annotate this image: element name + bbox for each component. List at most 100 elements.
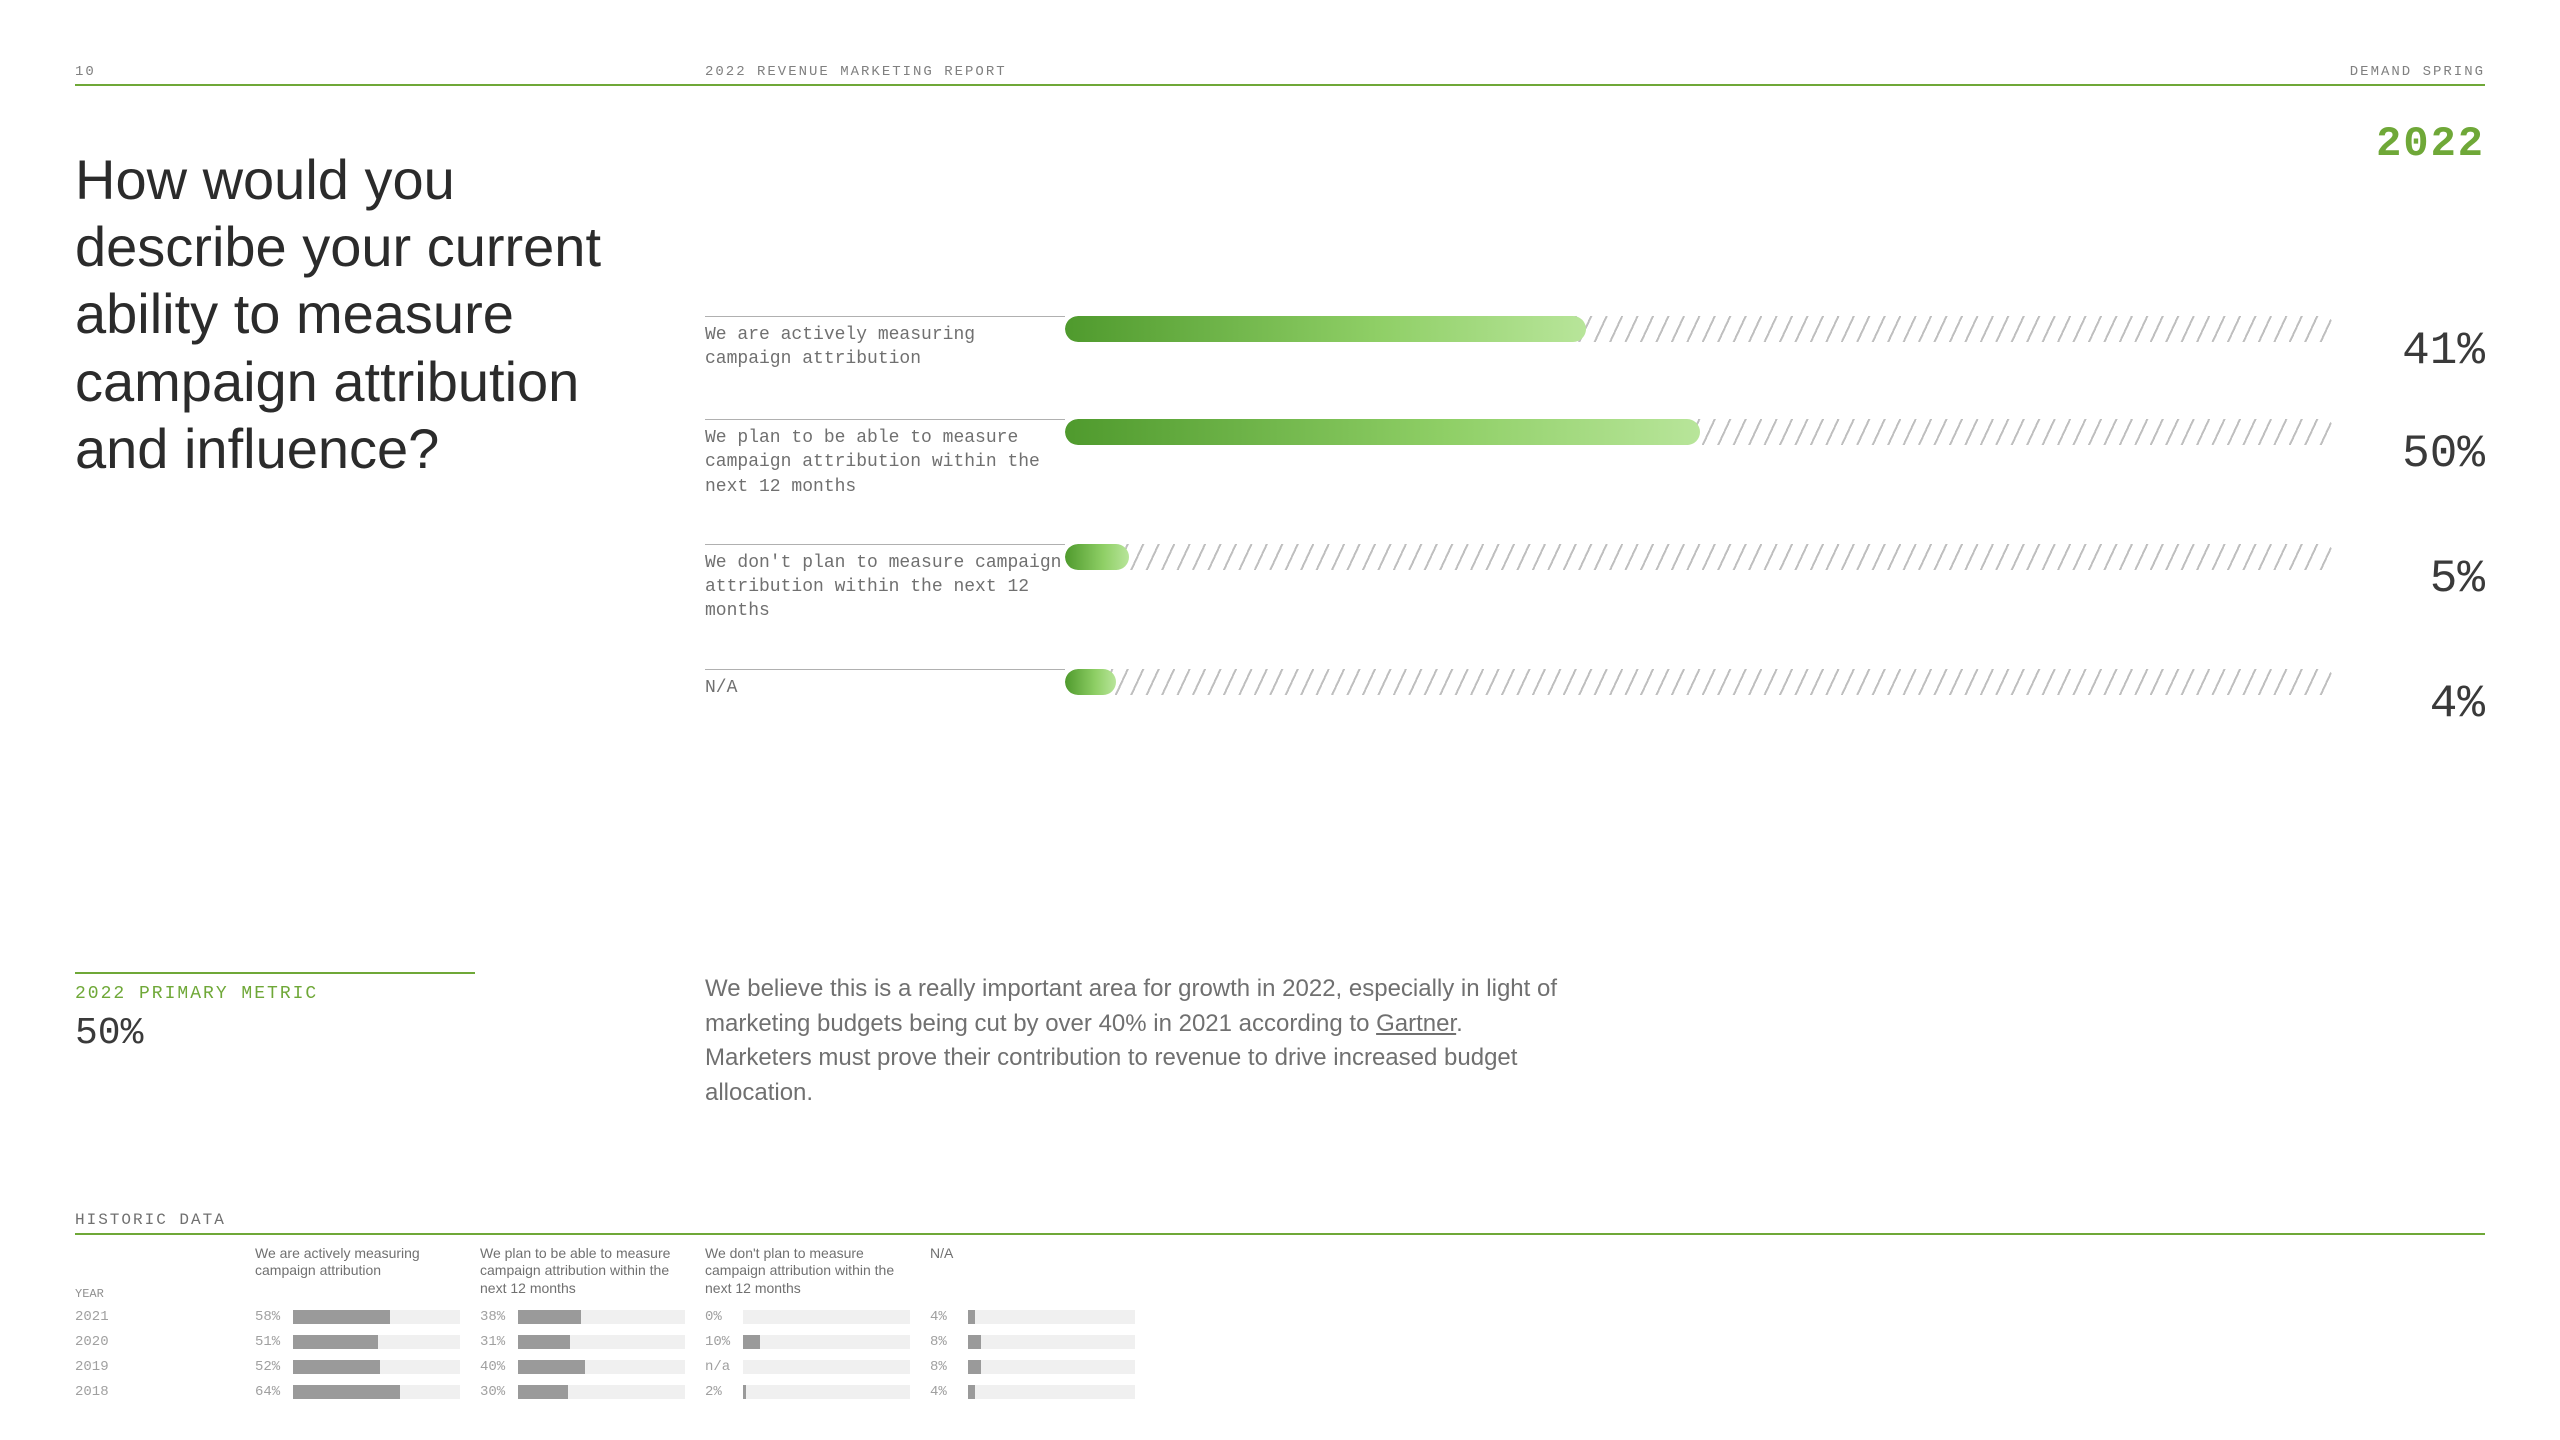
historic-year-cell: 2021 bbox=[75, 1305, 255, 1330]
historic-bar-fill bbox=[293, 1310, 390, 1324]
historic-bar-track bbox=[968, 1385, 1135, 1399]
historic-bar-track bbox=[743, 1385, 910, 1399]
historic-column: We plan to be able to measure campaign a… bbox=[480, 1245, 705, 1405]
historic-year-value: 2020 bbox=[75, 1334, 109, 1350]
historic-bar-track bbox=[293, 1385, 460, 1399]
historic-bar-track bbox=[293, 1335, 460, 1349]
bar-row: We plan to be able to measure campaign a… bbox=[705, 419, 2485, 499]
historic-bar-track bbox=[743, 1360, 910, 1374]
bar-track-wrap bbox=[1065, 669, 2335, 695]
historic-cell: 51% bbox=[255, 1330, 460, 1355]
historic-title: HISTORIC DATA bbox=[75, 1211, 2485, 1229]
historic-bar-track bbox=[293, 1360, 460, 1374]
question-heading: How would you describe your current abil… bbox=[75, 146, 625, 482]
historic-column-header: We plan to be able to measure campaign a… bbox=[480, 1245, 685, 1305]
bar-track bbox=[1065, 419, 2335, 445]
historic-cell-value: 30% bbox=[480, 1384, 518, 1400]
bar-chart: We are actively measuring campaign attri… bbox=[705, 146, 2485, 727]
historic-cell: 38% bbox=[480, 1305, 685, 1330]
historic-bar-track bbox=[518, 1310, 685, 1324]
year-label: 2022 bbox=[2376, 120, 2485, 168]
bar-row: N/A 4% bbox=[705, 669, 2485, 727]
brand-label: DEMAND SPRING bbox=[2350, 64, 2485, 80]
historic-year-value: 2018 bbox=[75, 1384, 109, 1400]
historic-cell: n/a bbox=[705, 1355, 910, 1380]
bar-label: We are actively measuring campaign attri… bbox=[705, 316, 1065, 372]
historic-cell-value: 10% bbox=[705, 1334, 743, 1350]
historic-bar-track bbox=[743, 1310, 910, 1324]
historic-cell: 4% bbox=[930, 1305, 1135, 1330]
historic-cell: 10% bbox=[705, 1330, 910, 1355]
historic-bar-track bbox=[743, 1335, 910, 1349]
historic-cell-value: 38% bbox=[480, 1309, 518, 1325]
bar-value: 4% bbox=[2335, 681, 2485, 727]
historic-cell: 30% bbox=[480, 1380, 685, 1405]
historic-bar-track bbox=[968, 1310, 1135, 1324]
historic-bar-track bbox=[968, 1360, 1135, 1374]
historic-year-cell: 2019 bbox=[75, 1355, 255, 1380]
historic-bar-track bbox=[518, 1335, 685, 1349]
historic-cell: 40% bbox=[480, 1355, 685, 1380]
historic-cell: 31% bbox=[480, 1330, 685, 1355]
historic-bar-fill bbox=[293, 1385, 400, 1399]
historic-column: We are actively measuring campaign attri… bbox=[255, 1245, 480, 1405]
historic-bar-track bbox=[968, 1335, 1135, 1349]
historic-column: N/A4%8%8%4% bbox=[930, 1245, 1155, 1405]
gartner-link[interactable]: Gartner bbox=[1376, 1010, 1456, 1037]
historic-bar-fill bbox=[293, 1335, 378, 1349]
bar-label: We plan to be able to measure campaign a… bbox=[705, 419, 1065, 499]
historic-cell: 8% bbox=[930, 1355, 1135, 1380]
bar-label: N/A bbox=[705, 669, 1065, 700]
bar-label: We don't plan to measure campaign attrib… bbox=[705, 544, 1065, 624]
historic-year-header: YEAR bbox=[75, 1245, 255, 1305]
bar-track-wrap bbox=[1065, 419, 2335, 445]
historic-year-cell: 2020 bbox=[75, 1330, 255, 1355]
historic-bar-fill bbox=[968, 1360, 981, 1374]
header-rule bbox=[75, 84, 2485, 86]
historic-bar-fill bbox=[518, 1335, 570, 1349]
historic-bar-fill bbox=[293, 1360, 380, 1374]
historic-cell-value: 52% bbox=[255, 1359, 293, 1375]
metric-rule bbox=[75, 972, 475, 974]
historic-cell: 64% bbox=[255, 1380, 460, 1405]
page-number: 10 bbox=[75, 64, 705, 80]
historic-column: We don't plan to measure campaign attrib… bbox=[705, 1245, 930, 1405]
historic-cell: 52% bbox=[255, 1355, 460, 1380]
historic-bar-fill bbox=[968, 1385, 975, 1399]
bar-fill bbox=[1065, 544, 1129, 570]
historic-bar-track bbox=[518, 1360, 685, 1374]
bar-track bbox=[1065, 669, 2335, 695]
historic-year-cell: 2018 bbox=[75, 1380, 255, 1405]
historic-cell-value: 31% bbox=[480, 1334, 518, 1350]
historic-cell-value: n/a bbox=[705, 1359, 743, 1375]
bar-fill bbox=[1065, 419, 1700, 445]
historic-bar-track bbox=[293, 1310, 460, 1324]
historic-cell-value: 58% bbox=[255, 1309, 293, 1325]
historic-table: YEAR 2021 2020 2019 2018 We are actively meas… bbox=[75, 1245, 2485, 1405]
bar-track-wrap bbox=[1065, 316, 2335, 342]
historic-cell-value: 4% bbox=[930, 1309, 968, 1325]
metric-label: 2022 PRIMARY METRIC bbox=[75, 984, 625, 1004]
historic-cell: 0% bbox=[705, 1305, 910, 1330]
bar-row: We are actively measuring campaign attri… bbox=[705, 316, 2485, 374]
historic-year-value: 2019 bbox=[75, 1359, 109, 1375]
historic-section: HISTORIC DATA YEAR 2021 2020 2019 2018 We are… bbox=[75, 1211, 2485, 1405]
historic-bar-fill bbox=[968, 1335, 981, 1349]
historic-year-column: YEAR 2021 2020 2019 2018 bbox=[75, 1245, 255, 1405]
historic-column-header: We don't plan to measure campaign attrib… bbox=[705, 1245, 910, 1305]
historic-bar-fill bbox=[518, 1385, 568, 1399]
historic-year-value: 2021 bbox=[75, 1309, 109, 1325]
historic-cell-value: 8% bbox=[930, 1334, 968, 1350]
commentary-paragraph: We believe this is a really important ar… bbox=[705, 972, 1565, 1111]
page-header: 10 2022 REVENUE MARKETING REPORT DEMAND … bbox=[75, 60, 2485, 80]
main-content: How would you describe your current abil… bbox=[75, 146, 2485, 772]
bar-track-wrap bbox=[1065, 544, 2335, 570]
bar-fill bbox=[1065, 316, 1586, 342]
bar-row: We don't plan to measure campaign attrib… bbox=[705, 544, 2485, 624]
historic-cell: 8% bbox=[930, 1330, 1135, 1355]
historic-bar-fill bbox=[518, 1310, 581, 1324]
bar-fill bbox=[1065, 669, 1116, 695]
historic-bar-track bbox=[518, 1385, 685, 1399]
historic-cell-value: 2% bbox=[705, 1384, 743, 1400]
historic-cell: 58% bbox=[255, 1305, 460, 1330]
